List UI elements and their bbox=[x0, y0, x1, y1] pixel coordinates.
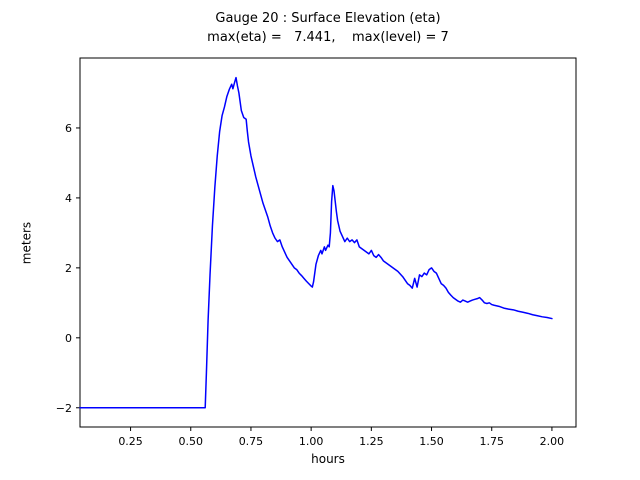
x-tick-label: 1.75 bbox=[479, 435, 504, 448]
x-tick-label: 2.00 bbox=[540, 435, 565, 448]
y-tick-label: 6 bbox=[65, 122, 72, 135]
y-tick-label: 2 bbox=[65, 262, 72, 275]
x-tick-label: 0.75 bbox=[239, 435, 264, 448]
axes-frame bbox=[79, 57, 577, 428]
x-tick-label: 1.00 bbox=[299, 435, 324, 448]
chart-subtitle: max(eta) = 7.441, max(level) = 7 bbox=[207, 30, 449, 45]
x-axis-label: hours bbox=[311, 452, 345, 466]
y-tick-label: 4 bbox=[65, 192, 72, 205]
chart-title: Gauge 20 : Surface Elevation (eta) bbox=[215, 11, 441, 26]
eta-line bbox=[79, 76, 553, 409]
x-tick-label: 0.25 bbox=[118, 435, 143, 448]
x-tick-label: 1.50 bbox=[419, 435, 444, 448]
plot-area: 0.25 0.50 0.75 1.00 1.25 1.50 1.75 2.00 −2 0 2 4 6 bbox=[56, 57, 577, 448]
x-tick-label: 0.50 bbox=[179, 435, 204, 448]
y-tick-label: 0 bbox=[65, 332, 72, 345]
y-tick-label: −2 bbox=[56, 402, 72, 415]
chart-title-block: Gauge 20 : Surface Elevation (eta) max(e… bbox=[80, 9, 576, 47]
x-tick-label: 1.25 bbox=[359, 435, 384, 448]
